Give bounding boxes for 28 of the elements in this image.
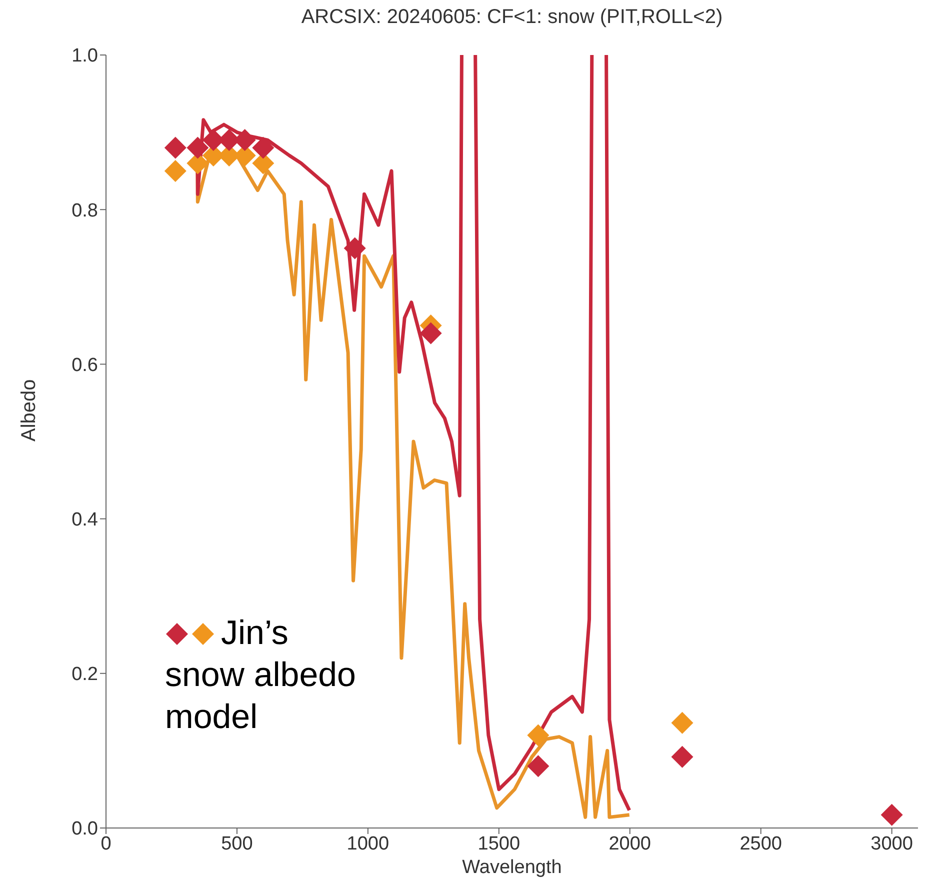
y-tick-label: 1.0 — [72, 46, 98, 67]
point — [671, 712, 694, 734]
y-axis-title: Albedo — [18, 379, 40, 442]
legend-label: Jin’s snow albedo model — [165, 613, 357, 738]
point — [671, 746, 694, 768]
point — [186, 136, 209, 159]
x-tick-label: 1500 — [478, 833, 520, 854]
x-tick-label: 2000 — [608, 833, 652, 854]
chart-title: ARCSIX: 20240605: CF<1: snow (PIT,ROLL<2) — [300, 6, 724, 29]
y-tick-label: 0.2 — [72, 664, 98, 686]
y-tick-label: 0.6 — [72, 354, 98, 376]
x-tick-label: 3000 — [870, 833, 913, 854]
x-tick-label: 1000 — [346, 833, 390, 854]
point — [527, 724, 550, 746]
point — [527, 755, 550, 778]
point — [252, 136, 274, 159]
x-tick-label: 500 — [221, 833, 253, 854]
point — [164, 136, 186, 159]
y-tick-label: 0.0 — [72, 818, 98, 840]
y-tick-label: 0.8 — [72, 200, 98, 222]
point — [880, 804, 903, 826]
point — [420, 322, 442, 344]
y-tick-label: 0.4 — [72, 510, 98, 531]
point — [344, 237, 366, 260]
point — [164, 160, 186, 182]
x-tick-label: 2500 — [740, 833, 782, 854]
x-tick-label: 0 — [100, 833, 112, 854]
x-axis-title: Wavelength — [462, 857, 562, 878]
